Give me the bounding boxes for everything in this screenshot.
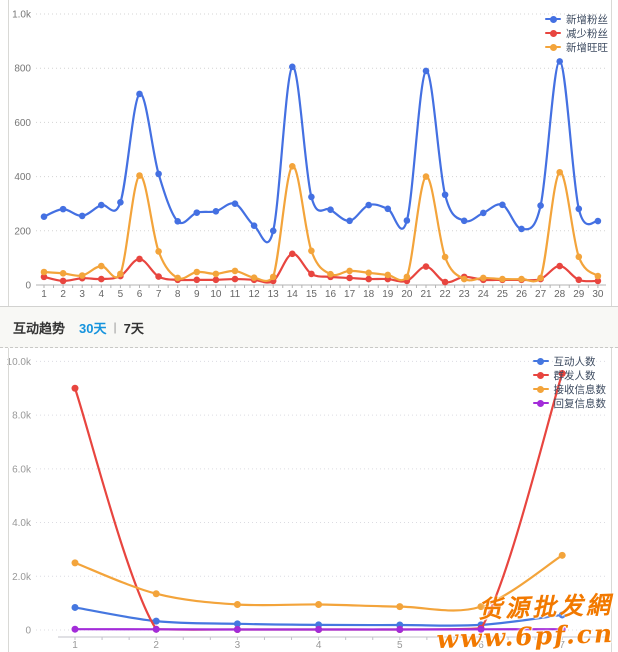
legend-label: 回复信息数	[553, 397, 607, 410]
fans-trend-panel: 0 200 400 600 800 1.0k 1 2 3 4 5 6 7 8 9 10 11 12 13 14 15 16…	[0, 0, 618, 306]
svg-text:25: 25	[497, 289, 509, 300]
svg-text:7: 7	[156, 289, 162, 300]
legend-label: 群发人数	[553, 369, 596, 382]
svg-text:26: 26	[516, 289, 528, 300]
svg-text:6: 6	[478, 640, 484, 651]
line-dot-marker-icon	[545, 29, 561, 37]
interaction-header: 互动趋势 30天 | 7天	[0, 306, 618, 348]
line-dot-marker-icon	[532, 399, 549, 407]
svg-text:23: 23	[459, 289, 471, 300]
line-dot-marker-icon	[532, 371, 549, 379]
svg-text:8.0k: 8.0k	[12, 411, 32, 422]
tab-7days[interactable]: 7天	[123, 320, 144, 336]
legend-label: 新增粉丝	[566, 13, 608, 26]
svg-text:5: 5	[118, 289, 124, 300]
panel-border-right	[611, 348, 612, 652]
svg-text:24: 24	[478, 289, 490, 300]
tab-30days[interactable]: 30天	[79, 320, 107, 336]
svg-text:200: 200	[14, 226, 31, 237]
svg-text:8: 8	[175, 289, 181, 300]
svg-text:29: 29	[573, 289, 585, 300]
svg-text:3: 3	[79, 289, 85, 300]
svg-text:4: 4	[99, 289, 105, 300]
legend-item-mass-send-count[interactable]: 群发人数	[532, 368, 607, 382]
svg-text:21: 21	[420, 289, 432, 300]
watermark-site-url: www.6pf.cn	[436, 618, 615, 652]
svg-text:12: 12	[249, 289, 261, 300]
svg-text:2: 2	[153, 640, 159, 651]
fans-trend-gridlines	[36, 13, 608, 232]
panel-border-right	[611, 0, 612, 306]
svg-text:15: 15	[306, 289, 318, 300]
legend-label: 接收信息数	[553, 383, 607, 396]
svg-text:14: 14	[287, 289, 299, 300]
svg-text:800: 800	[14, 64, 31, 75]
fans-trend-legend: 新增粉丝 减少粉丝 新增旺旺	[545, 12, 608, 54]
line-dot-marker-icon	[532, 357, 549, 365]
tab-separator: |	[113, 320, 117, 334]
legend-item-reply-msg-count[interactable]: 回复信息数	[532, 396, 607, 410]
svg-text:0: 0	[25, 281, 31, 292]
watermark: 货源批发網 www.6pf.cn	[435, 590, 615, 652]
legend-item-new-fans[interactable]: 新增粉丝	[545, 12, 608, 26]
legend-item-interact-count[interactable]: 互动人数	[532, 354, 607, 368]
svg-text:18: 18	[363, 289, 375, 300]
panel-border-left	[8, 0, 9, 306]
svg-text:4: 4	[316, 640, 322, 651]
svg-text:4.0k: 4.0k	[12, 518, 32, 529]
svg-text:28: 28	[554, 289, 566, 300]
svg-text:7: 7	[559, 640, 565, 651]
svg-text:10.0k: 10.0k	[7, 357, 32, 368]
svg-text:30: 30	[592, 289, 604, 300]
legend-label: 互动人数	[553, 355, 596, 368]
svg-text:6.0k: 6.0k	[12, 464, 32, 475]
section-title: 互动趋势	[13, 320, 66, 336]
interaction-trend-panel: 0 2.0k 4.0k 6.0k 8.0k 10.0k 1 2 3 4 5 6 7 互动人数 群发人数 …	[0, 348, 618, 652]
interaction-trend-series	[71, 369, 566, 633]
svg-text:10: 10	[210, 289, 222, 300]
svg-text:2: 2	[60, 289, 66, 300]
svg-text:400: 400	[14, 172, 31, 183]
svg-text:9: 9	[194, 289, 200, 300]
svg-text:3: 3	[235, 640, 241, 651]
svg-text:0: 0	[25, 626, 31, 637]
interaction-trend-gridlines	[36, 360, 608, 631]
fans-trend-series	[40, 58, 602, 286]
svg-text:13: 13	[268, 289, 280, 300]
svg-text:17: 17	[344, 289, 356, 300]
line-dot-marker-icon	[545, 15, 561, 23]
svg-text:20: 20	[401, 289, 413, 300]
legend-item-lost-fans[interactable]: 减少粉丝	[545, 26, 608, 40]
svg-text:16: 16	[325, 289, 337, 300]
svg-text:600: 600	[14, 118, 31, 129]
interaction-trend-legend: 互动人数 群发人数 接收信息数 回复信息数	[532, 354, 607, 410]
legend-label: 新增旺旺	[566, 41, 608, 54]
line-dot-marker-icon	[545, 43, 561, 51]
svg-text:1: 1	[41, 289, 47, 300]
svg-text:11: 11	[230, 289, 241, 300]
svg-text:1.0k: 1.0k	[12, 10, 32, 21]
svg-text:19: 19	[382, 289, 394, 300]
legend-item-received-msg-count[interactable]: 接收信息数	[532, 382, 607, 396]
line-dot-marker-icon	[532, 385, 549, 393]
svg-text:2.0k: 2.0k	[12, 572, 32, 583]
svg-text:22: 22	[440, 289, 452, 300]
svg-text:6: 6	[137, 289, 143, 300]
interaction-trend-axes: 0 2.0k 4.0k 6.0k 8.0k 10.0k 1 2 3 4 5 6 7	[7, 357, 608, 651]
svg-text:5: 5	[397, 640, 403, 651]
interaction-trend-chart[interactable]: 0 2.0k 4.0k 6.0k 8.0k 10.0k 1 2 3 4 5 6 7	[0, 348, 618, 652]
svg-text:1: 1	[72, 640, 78, 651]
svg-text:27: 27	[535, 289, 547, 300]
legend-item-new-wangwang[interactable]: 新增旺旺	[545, 40, 608, 54]
legend-label: 减少粉丝	[566, 27, 608, 40]
panel-border-left	[8, 348, 9, 652]
